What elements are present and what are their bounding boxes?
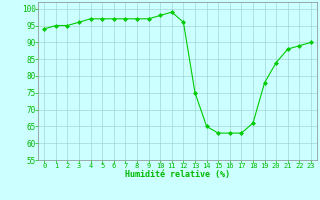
X-axis label: Humidité relative (%): Humidité relative (%): [125, 170, 230, 179]
